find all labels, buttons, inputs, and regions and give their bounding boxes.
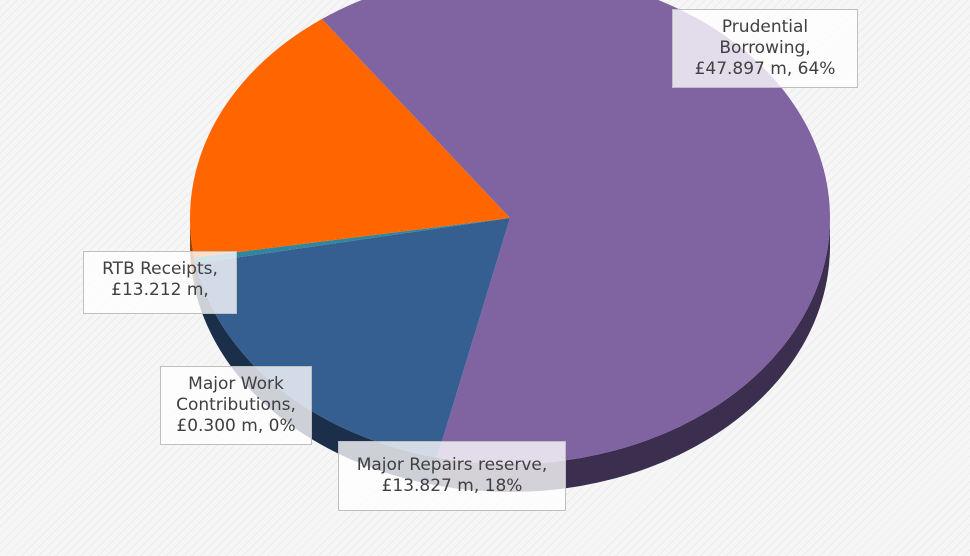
- pie-slice-prudential-borrowing: [321, 0, 830, 464]
- label-line: Prudential: [721, 17, 809, 37]
- label-line: Contributions,: [176, 395, 296, 415]
- pie-slice-major-work-contributions: [194, 218, 510, 264]
- data-label-major-work-contributions: Major Work Contributions, £0.300 m, 0%: [160, 366, 312, 445]
- data-label-major-repairs-reserve: Major Repairs reserve, £13.827 m, 18%: [338, 441, 566, 511]
- pie-slices: [190, 0, 830, 464]
- data-label-prudential-borrowing: Prudential Borrowing, £47.897 m, 64%: [672, 9, 858, 88]
- label-line: Borrowing,: [719, 38, 811, 58]
- label-line: RTB Receipts,: [102, 259, 218, 279]
- pie-slice-major-repairs-reserve: [195, 218, 510, 458]
- label-line: £47.897 m, 64%: [694, 59, 836, 79]
- pie-slice-rtb-receipts: [190, 18, 510, 258]
- label-line: Major Repairs reserve,: [356, 455, 548, 475]
- data-label-rtb-receipts: RTB Receipts, £13.212 m,: [83, 251, 237, 314]
- label-line: £13.827 m, 18%: [381, 476, 523, 496]
- label-line: £0.300 m, 0%: [176, 416, 296, 436]
- label-line: Major Work: [188, 374, 284, 394]
- label-line: £13.212 m,: [111, 280, 209, 300]
